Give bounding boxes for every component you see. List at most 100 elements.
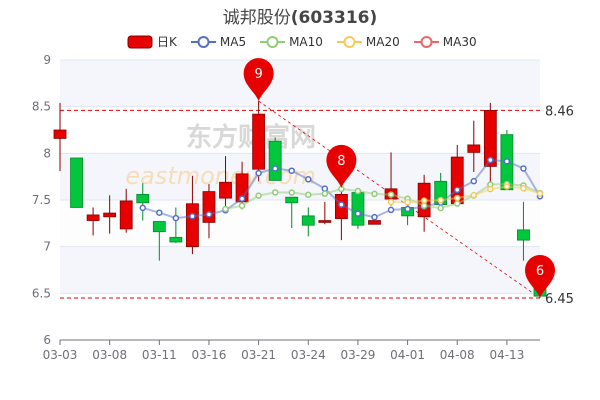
candle (119, 188, 133, 233)
ma5-point (487, 156, 494, 164)
ma20-point (487, 185, 494, 193)
ma10-legend-icon (260, 35, 286, 48)
ma5-point (387, 206, 395, 214)
candle-body (401, 207, 414, 217)
ma10-point (288, 189, 295, 196)
ma10-point (503, 180, 511, 188)
marker-pin-shape (525, 255, 555, 298)
y-tick-label: 6.5 (32, 286, 51, 300)
candle (202, 184, 216, 239)
x-tick-label: 04-13 (489, 348, 524, 362)
legend-label: MA30 (442, 34, 477, 49)
x-tick-label: 03-29 (340, 348, 375, 362)
y-tick-label: 7.5 (32, 193, 51, 207)
candle (252, 101, 266, 182)
grid-band (60, 246, 540, 294)
candle-body (186, 203, 199, 248)
ma10-point (255, 192, 262, 199)
ma5-point (338, 201, 345, 208)
marker-label: 8 (337, 154, 345, 169)
x-tick-label: 03-21 (241, 348, 276, 362)
ma5-point (172, 214, 180, 222)
ma20-point (387, 198, 395, 206)
candle (70, 157, 83, 208)
legend-item-ma30[interactable]: MA30 (413, 34, 477, 49)
candle (318, 201, 332, 225)
candle (169, 207, 183, 243)
ma10-point (271, 189, 279, 196)
legend-label: MA10 (289, 34, 323, 49)
candle-body (53, 129, 67, 139)
candle (351, 190, 365, 229)
marker-pin: 6 (525, 255, 555, 298)
grid-band (60, 60, 540, 107)
marker-label: 6 (536, 264, 544, 279)
ma10-point (437, 204, 444, 212)
candle-body (103, 212, 117, 218)
candle (268, 137, 282, 181)
legend-item-ma20[interactable]: MA20 (336, 35, 400, 49)
candle (533, 255, 547, 298)
candle (500, 130, 514, 191)
ma5-point (503, 158, 511, 165)
candle (450, 144, 464, 205)
x-tick-label: 03-03 (43, 348, 78, 362)
reference-label: 6.45 (545, 292, 574, 307)
ma5-point (139, 204, 147, 212)
stock-code: (603316) (290, 8, 378, 28)
marker-pin-shape (243, 58, 274, 102)
ma5-point (321, 185, 329, 192)
candle-body (235, 173, 249, 203)
ma5-point (305, 176, 312, 183)
candle (186, 175, 199, 255)
candle-body (417, 182, 431, 218)
candle-body (434, 180, 448, 206)
ma5-point (238, 195, 246, 202)
ma20-point (470, 191, 478, 199)
candle (417, 174, 431, 232)
legend-item-ma5[interactable]: MA5 (190, 34, 247, 49)
candle-body (202, 191, 216, 223)
candle (86, 207, 100, 236)
candle (301, 207, 315, 237)
candle-body (136, 193, 150, 204)
ma5-point (156, 209, 163, 216)
marker-label: 9 (254, 67, 262, 82)
ma10-point (222, 205, 229, 213)
candle-body (483, 110, 497, 167)
ma10-point (387, 191, 395, 198)
candle-body (301, 215, 315, 226)
ma5-point (271, 165, 279, 172)
y-tick-label: 8.5 (32, 100, 51, 114)
legend-item-ma10[interactable]: MA10 (260, 35, 323, 49)
candle (219, 156, 232, 207)
x-tick-label: 04-08 (440, 348, 475, 362)
chart-title: 诚邦股份(603316) (0, 3, 600, 28)
candle-body (384, 188, 398, 200)
y-tick-label: 9 (43, 53, 51, 67)
candle (235, 161, 249, 210)
legend-label: MA5 (219, 34, 247, 49)
ma10-point (453, 200, 461, 207)
ma5-point (437, 199, 444, 206)
candle (434, 172, 448, 206)
candle (152, 221, 166, 261)
ma10-point (321, 190, 329, 197)
legend-item-dayk[interactable]: 日K (127, 33, 177, 50)
candle-body (152, 221, 166, 233)
candle (401, 197, 414, 226)
candle-body (70, 157, 83, 208)
candle-body (467, 144, 481, 153)
ma20-point (520, 185, 527, 192)
x-tick-label: 03-24 (291, 348, 326, 362)
candle-body (368, 220, 381, 225)
ma10-point (536, 189, 544, 197)
y-tick-label: 8 (43, 146, 51, 160)
candle-body (252, 113, 266, 170)
x-tick-label: 03-08 (92, 348, 127, 362)
marker-pin: 9 (243, 58, 274, 102)
candle (103, 195, 117, 234)
ma5-point (470, 177, 478, 185)
ma5-point (255, 169, 262, 177)
ma20-line (391, 185, 541, 204)
